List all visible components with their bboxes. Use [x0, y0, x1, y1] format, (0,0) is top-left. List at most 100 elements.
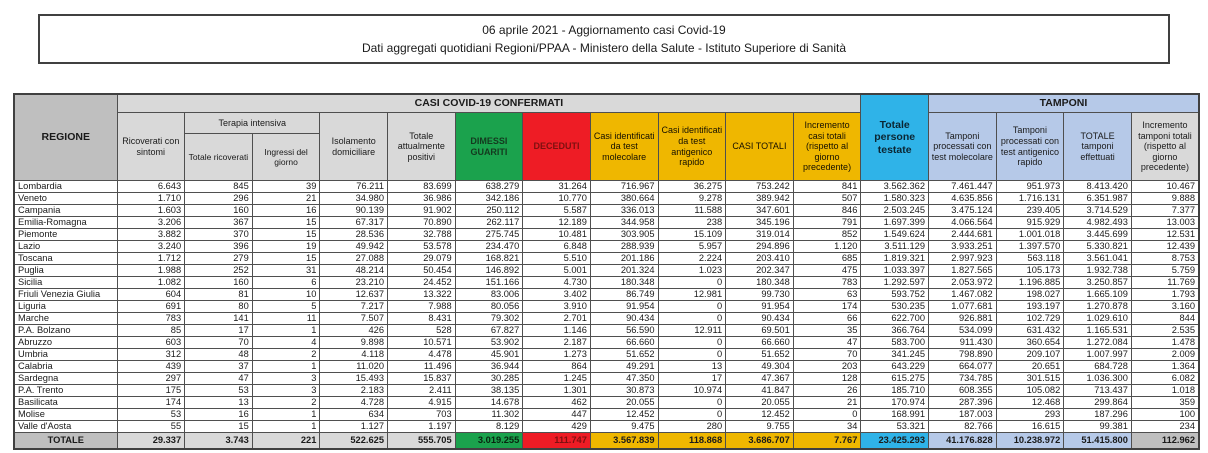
value-cell: 294.896 [725, 240, 794, 253]
total-cell: 118.868 [657, 432, 727, 450]
value-cell: 1.827.565 [928, 264, 997, 277]
total-cell: 555.705 [387, 432, 456, 450]
value-cell: 3.240 [116, 240, 186, 253]
value-cell: 10.571 [387, 336, 456, 349]
value-cell: 13.003 [1130, 216, 1200, 229]
value-cell: 3.882 [116, 228, 186, 241]
value-cell: 3.561.041 [1063, 252, 1132, 265]
value-cell: 3 [251, 372, 321, 385]
value-cell: 8.431 [387, 312, 456, 325]
report-subtitle: Dati aggregati quotidiani Regioni/PPAA -… [361, 41, 847, 55]
value-cell: 3.402 [522, 288, 591, 301]
region-name: Campania [13, 204, 118, 217]
value-cell: 198.027 [995, 288, 1065, 301]
value-cell: 2.701 [522, 312, 591, 325]
region-name: Molise [13, 408, 118, 421]
value-cell: 370 [184, 228, 253, 241]
value-cell: 53 [184, 384, 253, 397]
value-cell: 1.716.131 [995, 192, 1065, 205]
value-cell: 1 [251, 408, 321, 421]
region-name: Emilia-Romagna [13, 216, 118, 229]
value-cell: 753.242 [725, 180, 794, 193]
value-cell: 3.714.529 [1063, 204, 1132, 217]
value-cell: 3.475.124 [928, 204, 997, 217]
value-cell: 36.275 [657, 180, 727, 193]
value-cell: 1.270.878 [1063, 300, 1132, 313]
value-cell: 664.077 [928, 360, 997, 373]
value-cell: 11.769 [1130, 276, 1200, 289]
header-totale-tamponi: TOTALE tamponi effettuati [1063, 112, 1132, 181]
value-cell: 288.939 [589, 240, 659, 253]
value-cell: 90.434 [725, 312, 794, 325]
value-cell: 49.291 [589, 360, 659, 373]
value-cell: 41.847 [725, 384, 794, 397]
header-deceduti: DECEDUTI [522, 112, 591, 181]
value-cell: 845 [184, 180, 253, 193]
totals-row: TOTALE 29.337 3.743 221 522.625 555.705 … [13, 432, 1200, 450]
value-cell: 926.881 [928, 312, 997, 325]
value-cell: 280 [657, 420, 727, 433]
value-cell: 15 [251, 252, 321, 265]
value-cell: 5.759 [1130, 264, 1200, 277]
header-regione: REGIONE [13, 93, 118, 181]
table-row: Lombardia 6.643 845 39 76.211 83.699 638.279 31… [13, 180, 1200, 193]
header-band-tamponi: TAMPONI [928, 93, 1200, 113]
value-cell: 4.478 [387, 348, 456, 361]
value-cell: 534.099 [928, 324, 997, 337]
region-name: Lombardia [13, 180, 118, 193]
value-cell: 12.911 [657, 324, 727, 337]
header-ingressi-del-giorno: Ingressi del giorno [251, 133, 321, 181]
value-cell: 593.752 [860, 288, 929, 301]
table-row: Friuli Venezia Giulia 604 81 10 12.637 13.322… [13, 288, 1200, 301]
value-cell: 631.432 [995, 324, 1065, 337]
value-cell: 297 [116, 372, 186, 385]
value-cell: 8.129 [454, 420, 524, 433]
value-cell: 622.700 [860, 312, 929, 325]
value-cell: 66.660 [725, 336, 794, 349]
value-cell: 252 [184, 264, 253, 277]
totals-label: TOTALE [13, 432, 118, 450]
value-cell: 359 [1130, 396, 1200, 409]
value-cell: 841 [792, 180, 862, 193]
value-cell: 5.957 [657, 240, 727, 253]
value-cell: 3.250.857 [1063, 276, 1132, 289]
value-cell: 6.082 [1130, 372, 1200, 385]
value-cell: 583.700 [860, 336, 929, 349]
value-cell: 12.452 [589, 408, 659, 421]
value-cell: 36.944 [454, 360, 524, 373]
value-cell: 30.873 [589, 384, 659, 397]
value-cell: 20.651 [995, 360, 1065, 373]
header-dimessi-guariti: DIMESSI GUARITI [454, 112, 524, 181]
value-cell: 846 [792, 204, 862, 217]
value-cell: 2.997.923 [928, 252, 997, 265]
value-cell: 0 [792, 408, 862, 421]
region-name: Friuli Venezia Giulia [13, 288, 118, 301]
total-cell-deceduti: 111.747 [522, 432, 591, 450]
value-cell: 48.214 [319, 264, 388, 277]
value-cell: 713.437 [1063, 384, 1132, 397]
value-cell: 105.173 [995, 264, 1065, 277]
value-cell: 685 [792, 252, 862, 265]
value-cell: 203 [792, 360, 862, 373]
value-cell: 915.929 [995, 216, 1065, 229]
value-cell: 293 [995, 408, 1065, 421]
table-row: Valle d'Aosta 55 15 1 1.127 1.197 8.129 429 9.47… [13, 420, 1200, 433]
value-cell: 35 [792, 324, 862, 337]
header-incremento-tamponi: Incremento tamponi totali (rispetto al g… [1130, 112, 1200, 181]
value-cell: 70 [792, 348, 862, 361]
value-cell: 2.444.681 [928, 228, 997, 241]
value-cell: 703 [387, 408, 456, 421]
value-cell: 345.196 [725, 216, 794, 229]
total-cell: 3.743 [184, 432, 253, 450]
value-cell: 39 [251, 180, 321, 193]
value-cell: 1.146 [522, 324, 591, 337]
region-name: Piemonte [13, 228, 118, 241]
value-cell: 1.301 [522, 384, 591, 397]
value-cell: 366.764 [860, 324, 929, 337]
value-cell: 1.196.885 [995, 276, 1065, 289]
total-cell: 112.962 [1130, 432, 1200, 450]
value-cell: 5.510 [522, 252, 591, 265]
value-cell: 82.766 [928, 420, 997, 433]
table-row: Marche 783 141 11 7.507 8.431 79.302 2.701 90.43… [13, 312, 1200, 325]
value-cell: 1.710 [116, 192, 186, 205]
